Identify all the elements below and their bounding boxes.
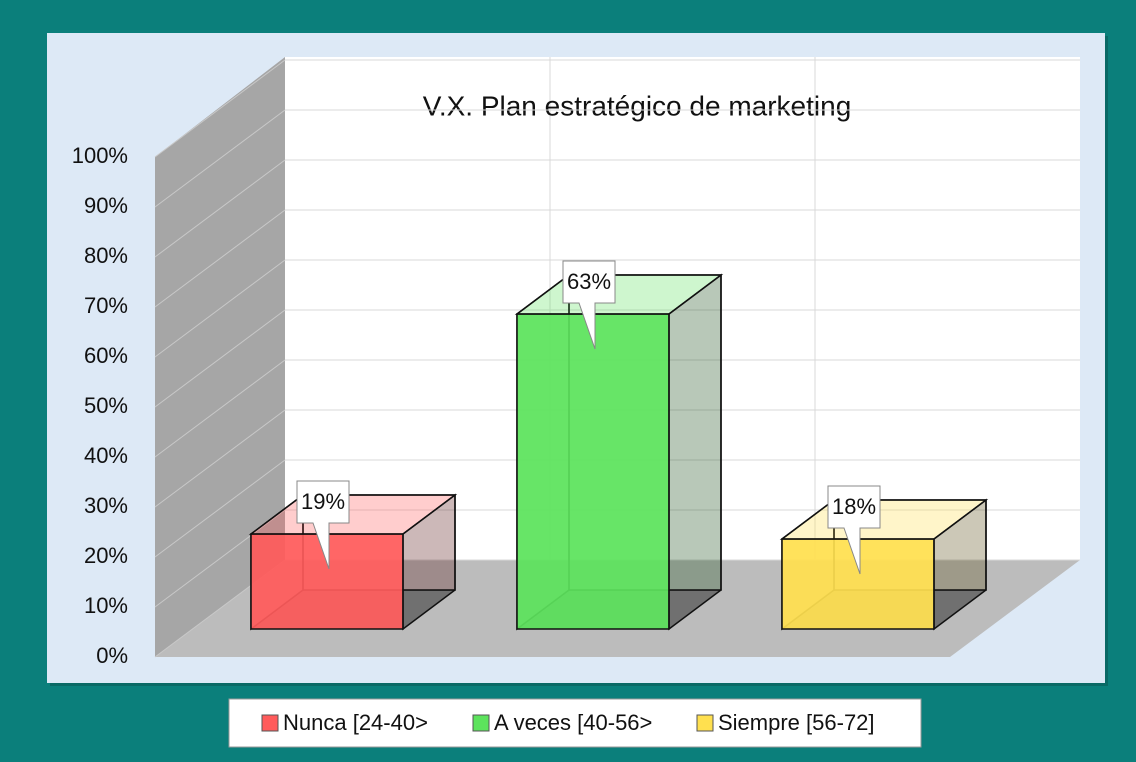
back-wall [285, 57, 1080, 560]
data-label: 18% [832, 494, 876, 519]
bar-right [933, 498, 987, 631]
y-tick-label: 90% [84, 193, 128, 218]
grid-line [154, 109, 286, 208]
callout [562, 260, 616, 350]
grid-line [154, 309, 286, 408]
chart-title: V.X. Plan estratégico de marketing [423, 90, 852, 121]
bar-front [516, 313, 670, 630]
y-tick-label: 50% [84, 393, 128, 418]
y-tick-label: 70% [84, 293, 128, 318]
grid-line [154, 459, 286, 558]
legend-label: Siempre [56-72] [718, 710, 875, 735]
grid-line [154, 509, 286, 608]
grid-line [154, 259, 286, 358]
data-label: 19% [301, 489, 345, 514]
data-label: 63% [567, 269, 611, 294]
side-wall [155, 57, 285, 657]
y-tick-label: 60% [84, 343, 128, 368]
legend [228, 698, 922, 748]
y-tick-label: 40% [84, 443, 128, 468]
y-tick-label: 20% [84, 543, 128, 568]
y-tick-label: 80% [84, 243, 128, 268]
y-tick-label: 100% [72, 143, 128, 168]
legend-swatch [696, 714, 714, 732]
y-tick-label: 0% [96, 643, 128, 668]
y-tick-label: 30% [84, 493, 128, 518]
y-tick-label: 10% [84, 593, 128, 618]
bar-right [668, 273, 722, 631]
legend-swatch [261, 714, 279, 732]
callout [827, 485, 881, 575]
grid-line [154, 409, 286, 508]
callout [296, 480, 350, 570]
grid-line [154, 159, 286, 258]
grid-line [154, 209, 286, 308]
grid-line [154, 59, 286, 158]
legend-label: A veces [40-56> [494, 710, 652, 735]
legend-label: Nunca [24-40> [283, 710, 428, 735]
legend-swatch [472, 714, 490, 732]
grid-line [154, 359, 286, 458]
bar-right [402, 493, 456, 631]
